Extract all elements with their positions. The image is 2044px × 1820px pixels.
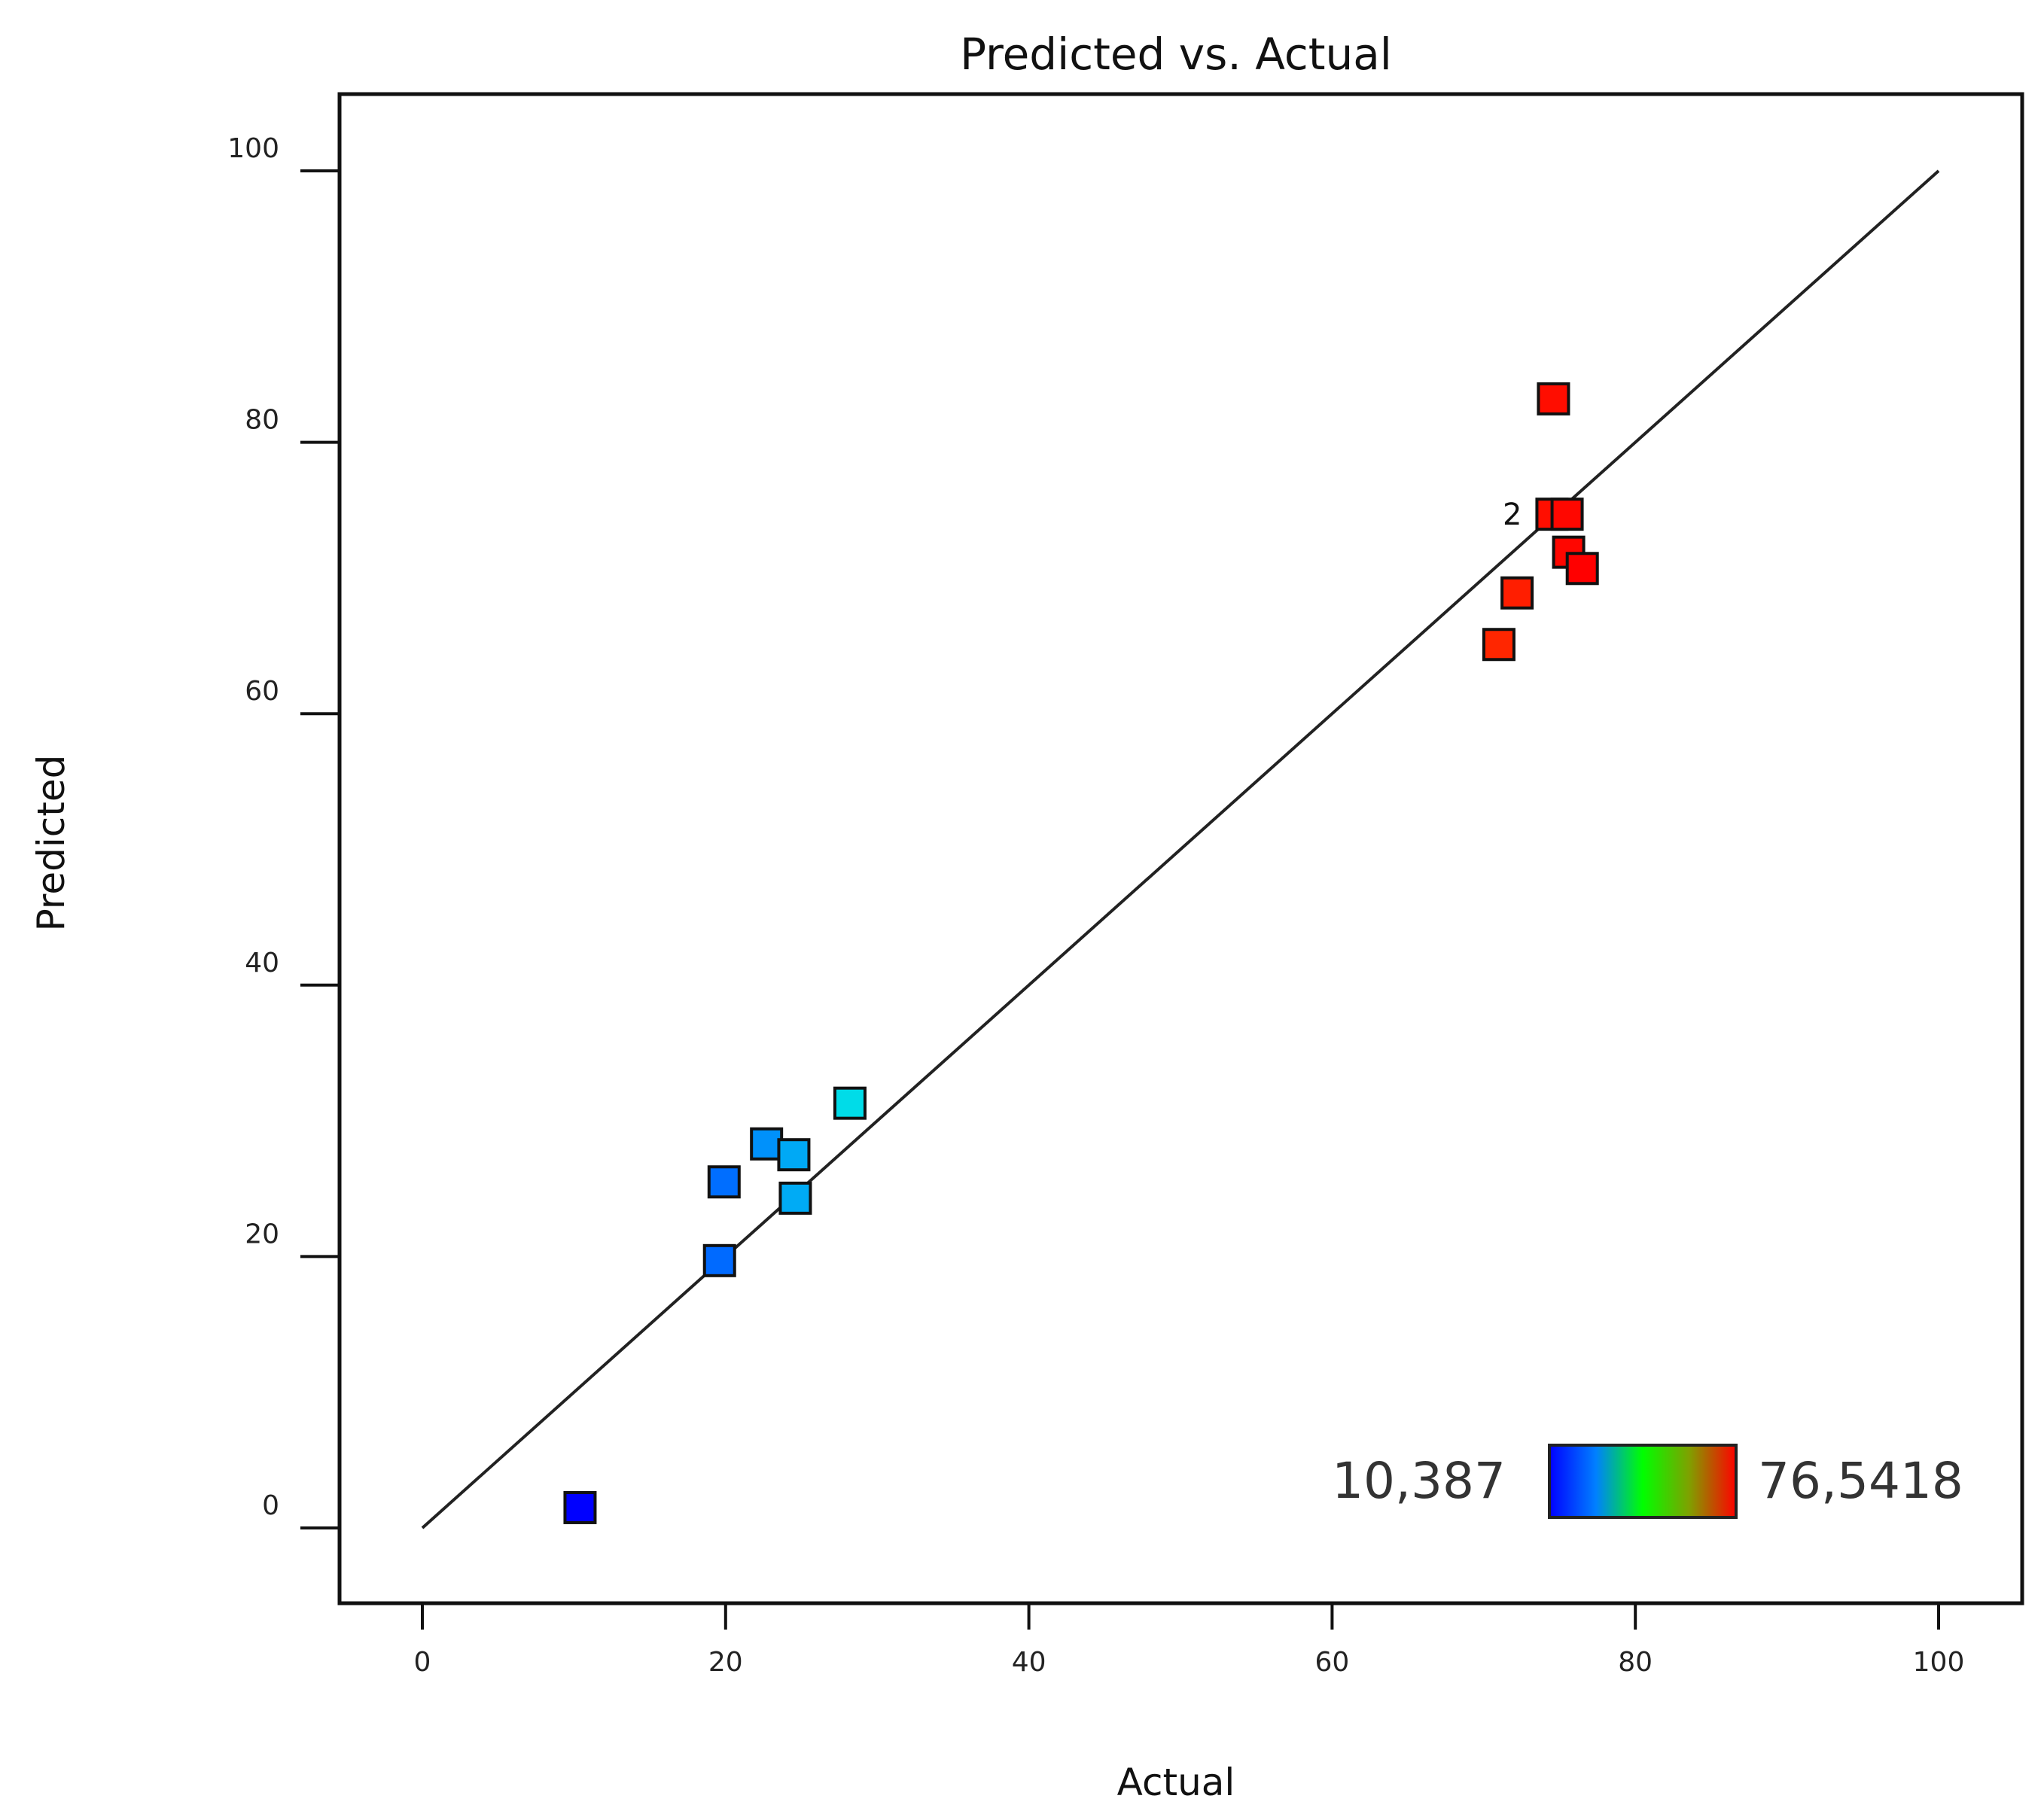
data-point: [1537, 382, 1570, 415]
x-tick-label: 40: [1012, 1647, 1046, 1678]
chart-title: Predicted vs. Actual: [960, 29, 1392, 80]
x-axis: 0 20 40 60 80 100: [414, 1603, 1965, 1678]
data-point: [702, 1243, 736, 1277]
x-tick-label: 80: [1618, 1647, 1653, 1678]
data-point: [1500, 576, 1534, 610]
point-count-label: 2: [1503, 498, 1522, 532]
y-tick-label: 60: [245, 676, 279, 707]
x-tick-label: 60: [1314, 1647, 1349, 1678]
y-tick-label: 80: [245, 405, 279, 436]
data-point: [1550, 498, 1584, 531]
colorbar-min-label: 10,387: [1332, 1452, 1506, 1510]
x-tick-label: 0: [414, 1647, 431, 1678]
data-points: [563, 382, 1599, 1524]
data-point: [833, 1086, 867, 1120]
colorbar-swatch: [1548, 1444, 1738, 1519]
reference-line: [421, 169, 1940, 1529]
data-point: [707, 1165, 741, 1199]
colorbar-legend: 10,387 76,5418: [1332, 1444, 1963, 1519]
point-labels: 2: [1503, 498, 1522, 532]
x-tick-label: 100: [1913, 1647, 1965, 1678]
data-point: [563, 1490, 597, 1524]
data-point: [750, 1127, 784, 1161]
data-point: [777, 1138, 811, 1172]
colorbar-max-label: 76,5418: [1758, 1452, 1963, 1510]
x-tick-label: 20: [708, 1647, 743, 1678]
data-point: [1482, 628, 1515, 662]
data-point: [1565, 552, 1599, 586]
y-tick-label: 0: [262, 1490, 279, 1521]
x-axis-title: Actual: [1117, 1761, 1235, 1804]
y-tick-label: 20: [245, 1219, 279, 1249]
y-axis-title: Predicted: [29, 755, 73, 932]
y-tick-label: 40: [245, 948, 279, 978]
plot-frame: [337, 92, 2024, 1605]
data-point: [778, 1181, 812, 1215]
y-tick-label: 100: [227, 133, 279, 164]
y-axis: 0 20 40 60 80 100: [227, 133, 340, 1529]
